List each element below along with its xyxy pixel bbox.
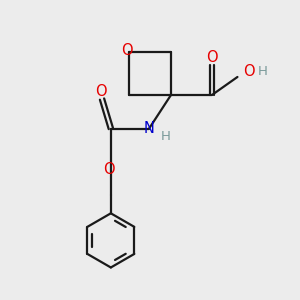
Text: O: O [95, 84, 106, 99]
Text: H: H [160, 130, 170, 143]
Text: O: O [122, 43, 133, 58]
Text: O: O [103, 162, 115, 177]
Text: O: O [243, 64, 254, 79]
Text: O: O [207, 50, 218, 65]
Text: H: H [258, 64, 268, 78]
Text: N: N [144, 121, 154, 136]
